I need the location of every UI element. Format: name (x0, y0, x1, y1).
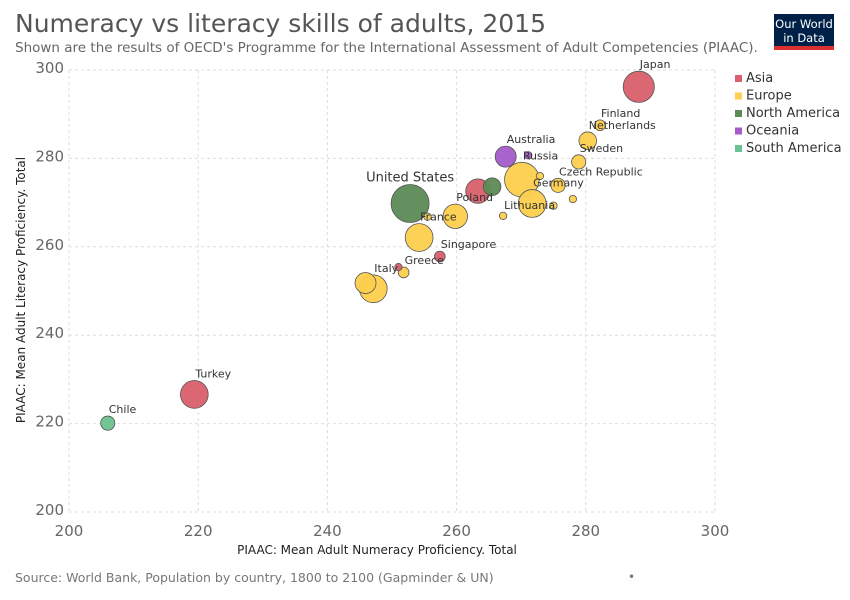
point-label: Netherlands (589, 119, 656, 132)
legend-swatch (735, 110, 742, 117)
data-point[interactable] (423, 212, 432, 221)
data-point-germany[interactable] (517, 189, 547, 218)
data-point-sweden[interactable] (571, 154, 587, 170)
y-tick-label: 260 (35, 236, 64, 254)
point-label: Lithuania (504, 199, 555, 212)
legend-item[interactable]: South America (746, 141, 842, 156)
point-label: United States (366, 170, 454, 185)
chart-title: Numeracy vs literacy skills of adults, 2… (15, 9, 546, 38)
legend-item[interactable]: Oceania (746, 124, 799, 139)
point-label: Finland (601, 107, 640, 120)
point-labels: United States Russia Japan Germany France Ita… (109, 58, 671, 416)
data-point-united-states[interactable] (390, 184, 430, 223)
x-axis-title: PIAAC: Mean Adult Numeracy Proficiency. … (237, 543, 517, 557)
data-point[interactable] (568, 194, 577, 204)
data-point-japan[interactable] (622, 70, 655, 103)
data-point[interactable] (482, 177, 502, 196)
x-tick-label: 260 (442, 522, 471, 540)
data-point-turkey[interactable] (180, 380, 209, 409)
logo-line-2: in Data (783, 31, 825, 45)
data-point[interactable] (524, 151, 533, 160)
point-label: France (420, 211, 457, 224)
y-axis-title: PIAAC: Mean Adult Literacy Proficiency. … (14, 157, 28, 423)
y-tick-label: 240 (35, 324, 64, 342)
grid-lines (68, 69, 716, 513)
legend-swatch (735, 92, 742, 100)
point-label: Sweden (580, 142, 623, 155)
data-point-lithuania[interactable] (499, 211, 508, 220)
point-label: Japan (639, 58, 671, 71)
point-label: Poland (456, 191, 493, 204)
legend-item[interactable]: Asia (746, 71, 773, 86)
source-note: Source: World Bank, Population by countr… (15, 570, 494, 585)
x-tick-label: 280 (571, 522, 600, 540)
point-label: Italy (374, 262, 398, 275)
point-label: Germany (533, 177, 584, 190)
legend-swatch (735, 127, 742, 135)
chart-subtitle: Shown are the results of OECD's Programm… (15, 40, 758, 56)
data-point[interactable] (394, 263, 403, 272)
point-label: Russia (523, 149, 558, 162)
point-label: Australia (507, 133, 556, 146)
y-tick-label: 300 (35, 59, 64, 77)
point-label: Turkey (194, 368, 231, 381)
x-tick-label: 220 (184, 522, 213, 540)
point-label: Czech Republic (559, 165, 643, 178)
footer-dot: • (628, 570, 636, 584)
data-point[interactable] (549, 201, 558, 210)
legend-swatch (735, 75, 742, 82)
data-point-netherlands[interactable] (578, 131, 597, 150)
x-tick-label: 200 (55, 522, 84, 540)
owid-logo[interactable]: Our World in Data (774, 14, 834, 50)
data-points (100, 70, 655, 431)
axis-ticks: 200 220 240 260 280 300 200 220 240 260 280 300 (35, 59, 729, 540)
legend-swatch (735, 145, 742, 152)
y-tick-label: 200 (35, 501, 64, 519)
data-point-france[interactable] (404, 223, 434, 252)
data-point-poland[interactable] (442, 203, 468, 229)
x-tick-label: 300 (701, 522, 730, 540)
point-label: Greece (405, 254, 444, 267)
data-point-singapore[interactable] (434, 250, 446, 263)
legend-item[interactable]: North America (746, 106, 840, 121)
data-point-czech-republic[interactable] (550, 177, 566, 193)
data-point[interactable] (354, 272, 377, 294)
data-point[interactable] (535, 171, 545, 181)
logo-line-1: Our World (775, 17, 833, 31)
y-tick-label: 220 (35, 413, 64, 431)
legend-item[interactable]: Europe (746, 89, 792, 104)
point-label: Singapore (441, 238, 497, 251)
data-point-finland[interactable] (594, 119, 606, 132)
y-tick-label: 280 (35, 147, 64, 165)
data-point-chile[interactable] (100, 415, 116, 431)
x-tick-label: 240 (313, 522, 342, 540)
point-label: Chile (109, 403, 137, 416)
data-point-australia[interactable] (494, 145, 517, 168)
legend: Asia Europe North America Oceania South Amer… (735, 71, 842, 156)
